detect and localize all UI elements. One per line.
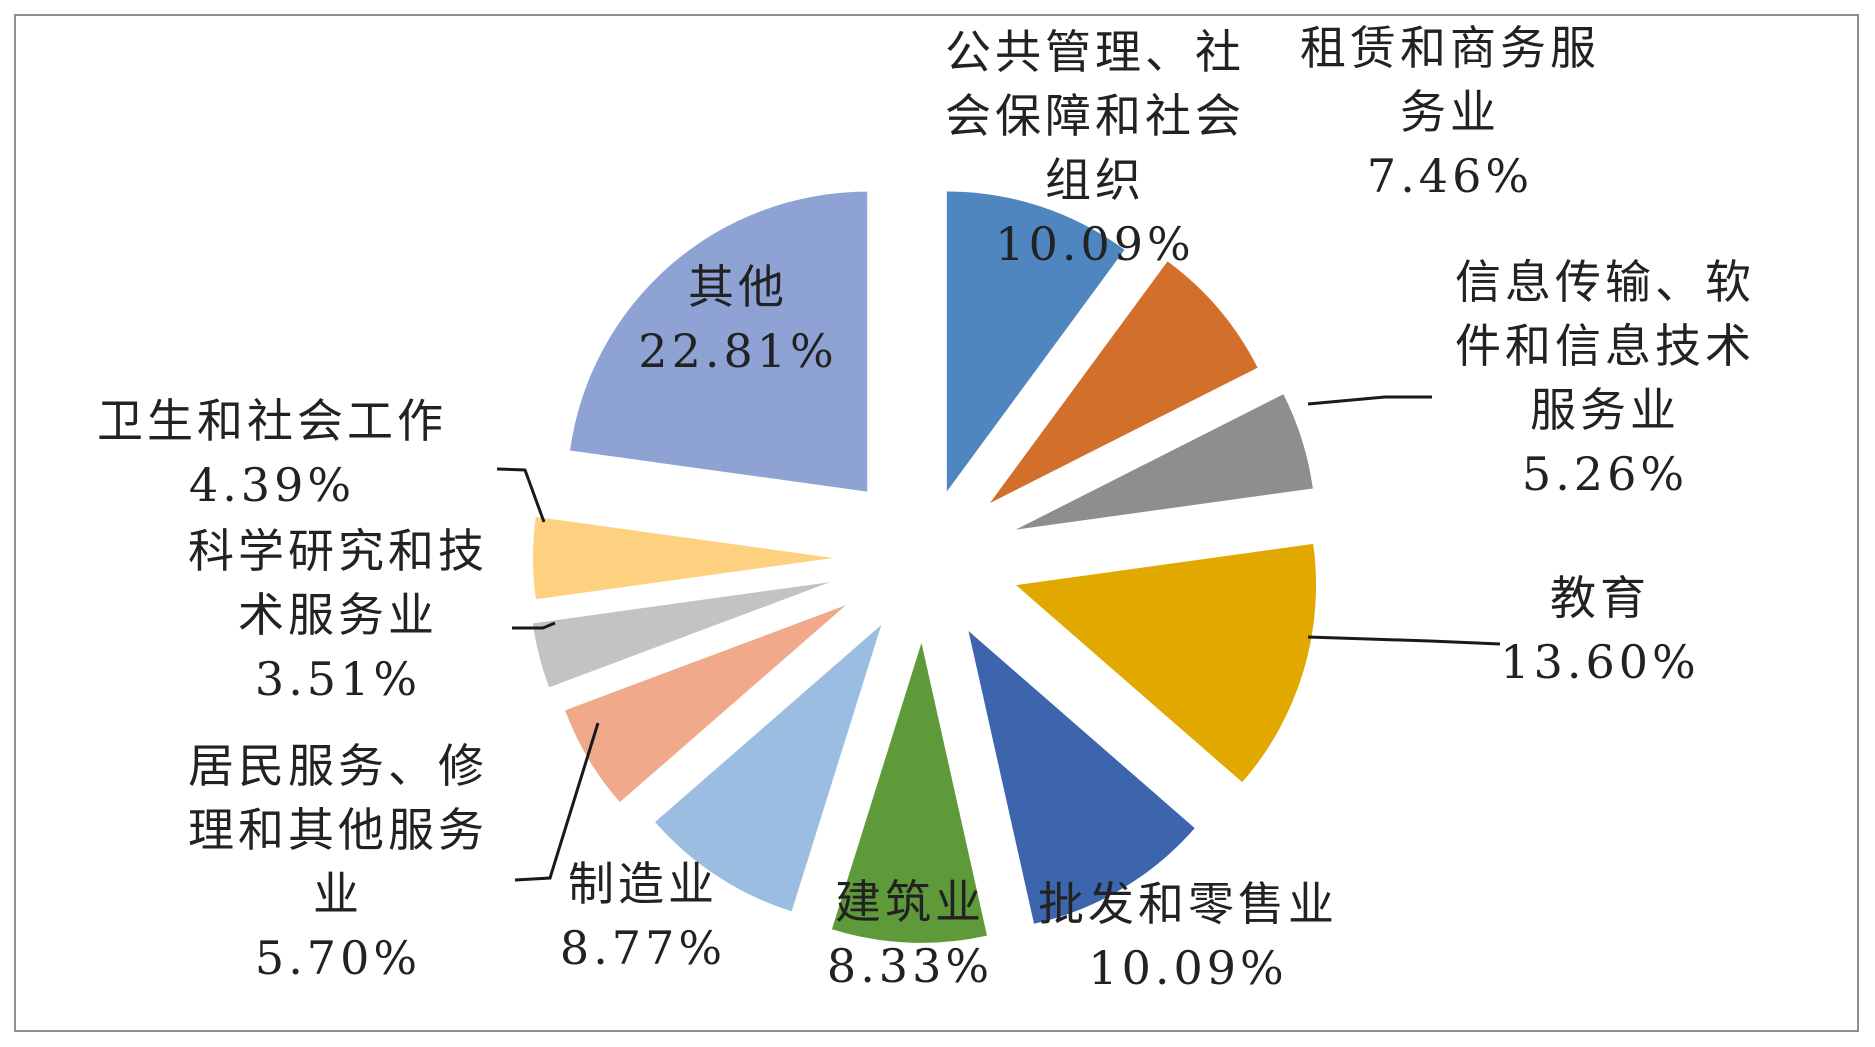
slice-label: 其他 22.81% — [638, 260, 837, 378]
slice-label: 批发和零售业 10.09% — [1038, 877, 1338, 995]
leader-line — [512, 621, 556, 630]
slice-label: 建筑业 8.33% — [827, 875, 993, 993]
leader-line — [514, 722, 600, 882]
slice-category-text: 租赁和商务服 — [1300, 21, 1600, 75]
slice-category-text: 服务业 — [1530, 383, 1680, 437]
slice-value-text: 7.46% — [1367, 149, 1533, 203]
pie-slice — [533, 516, 833, 600]
slice-category-text: 其他 — [688, 260, 788, 314]
leader-lines — [496, 395, 1501, 882]
pie-slice — [1016, 543, 1317, 783]
slice-value-text: 8.33% — [827, 939, 993, 993]
slice-value-text: 10.09% — [995, 217, 1194, 271]
slice-value-text: 22.81% — [638, 324, 837, 378]
slice-category-text: 组织 — [1045, 153, 1145, 207]
slice-category-text: 术服务业 — [238, 588, 438, 642]
slice-category-text: 卫生和社会工作 — [97, 394, 447, 448]
slice-category-text: 会保障和社会 — [945, 89, 1245, 143]
pie-slice — [570, 191, 868, 492]
slice-category-text: 建筑业 — [835, 875, 985, 929]
slice-category-text: 科学研究和技 — [188, 524, 488, 578]
slice-value-text: 13.60% — [1500, 635, 1699, 689]
pie-slice — [946, 191, 1125, 492]
slice-value-text: 5.26% — [1522, 447, 1688, 501]
slice-category-text: 业 — [313, 867, 363, 921]
pie-slice — [1015, 394, 1313, 530]
slice-category-text: 教育 — [1550, 571, 1650, 625]
slice-category-text: 公共管理、社 — [945, 25, 1245, 79]
pie-slice — [968, 631, 1195, 924]
slice-value-text: 4.39% — [189, 458, 355, 512]
pie-slice — [831, 642, 988, 943]
leader-line — [496, 467, 546, 523]
slice-value-text: 3.51% — [255, 652, 421, 706]
pie-slice — [532, 582, 831, 688]
slice-category-text: 制造业 — [568, 857, 718, 911]
leader-line — [1307, 635, 1501, 646]
slice-category-text: 居民服务、修 — [188, 739, 488, 793]
pie-slice — [989, 261, 1258, 504]
slice-label: 教育 13.60% — [1500, 571, 1699, 689]
slice-category-text: 批发和零售业 — [1038, 877, 1338, 931]
slice-category-text: 务业 — [1400, 85, 1500, 139]
slice-label: 制造业 8.77% — [560, 857, 726, 975]
slice-category-text: 件和信息技术 — [1455, 319, 1755, 373]
leader-line — [1307, 395, 1432, 406]
pie-slice — [565, 605, 846, 803]
slices-group — [532, 191, 1317, 943]
slice-value-text: 8.77% — [560, 921, 726, 975]
pie-slice — [655, 624, 882, 912]
slice-value-text: 5.70% — [255, 931, 421, 985]
slice-category-text: 信息传输、软 — [1455, 255, 1755, 309]
slice-value-text: 10.09% — [1088, 941, 1287, 995]
slice-label: 卫生和社会工作 4.39% — [97, 394, 447, 512]
slice-category-text: 理和其他服务 — [188, 803, 488, 857]
